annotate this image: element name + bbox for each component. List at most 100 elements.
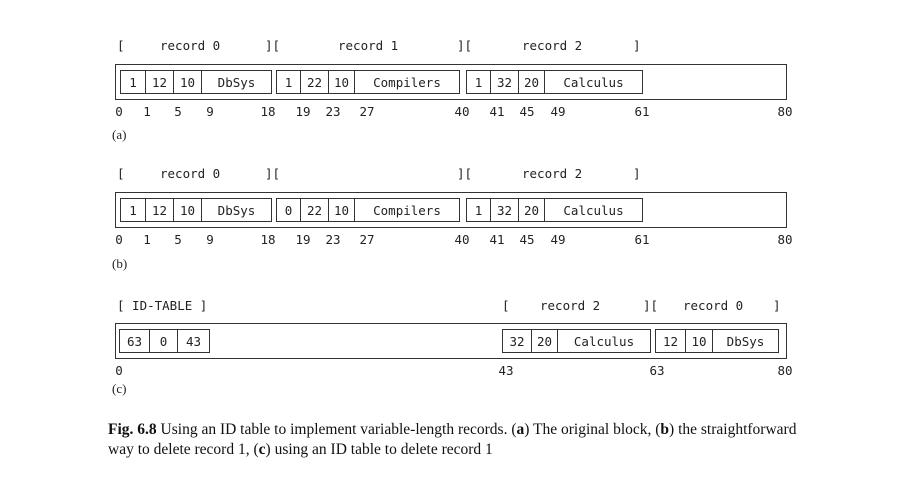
- empty-flag-field: 1: [277, 71, 301, 93]
- offset-tick: 49: [550, 232, 566, 247]
- record-2: 32 20 Calculus: [502, 329, 651, 353]
- record-2: 1 32 20 Calculus: [466, 70, 643, 94]
- record-0-title: record 0: [683, 298, 744, 313]
- record-0: 1 12 10 DbSys: [120, 70, 272, 94]
- id-table-title: [ ID-TABLE ]: [117, 298, 208, 313]
- id-table-entry: 43: [185, 333, 202, 349]
- id-field: 12: [146, 199, 174, 221]
- offset-tick: 18: [260, 104, 276, 119]
- record-0-close-bracket: ][: [265, 166, 281, 181]
- record-0-close-bracket: ][: [265, 38, 281, 53]
- record-1-close-bracket: ][: [457, 38, 473, 53]
- record-0-open-bracket: [: [117, 38, 125, 53]
- caption-text: ) the straightforward way to delete reco…: [108, 421, 797, 458]
- name-field: DbSys: [217, 202, 256, 218]
- name-field: Calculus: [563, 74, 624, 90]
- record-0-title: record 0: [160, 38, 221, 53]
- name-field: Compilers: [373, 202, 441, 218]
- id-field: 22: [301, 71, 329, 93]
- id-field: 32: [503, 330, 532, 352]
- offset-tick: 18: [260, 232, 276, 247]
- record-1-close-bracket: ][: [457, 166, 473, 181]
- length-field: 10: [174, 199, 202, 221]
- record-1: 0 22 10 Compilers: [276, 198, 460, 222]
- caption-part-a: a: [516, 421, 525, 438]
- name-field: DbSys: [726, 333, 765, 349]
- caption-text: Using an ID table to implement variable-…: [156, 421, 517, 438]
- id-field: 22: [301, 199, 329, 221]
- offset-tick: 40: [454, 232, 470, 247]
- offset-tick: 45: [519, 232, 535, 247]
- empty-flag-field: 0: [277, 199, 301, 221]
- caption-text: ) The original block, (: [524, 421, 661, 438]
- record-2-open-bracket: [: [502, 298, 510, 313]
- offset-tick: 40: [454, 104, 470, 119]
- id-table-entry: 0: [150, 330, 178, 352]
- offset-tick: 0: [115, 104, 123, 119]
- offset-tick: 27: [359, 104, 375, 119]
- offset-tick: 63: [649, 363, 665, 378]
- offset-tick: 80: [777, 104, 793, 119]
- block: 63 0 43 32 20 Calculus 12 10 DbSys: [115, 323, 787, 359]
- record-2-close-bracket: ]: [633, 166, 641, 181]
- offset-tick: 5: [174, 232, 182, 247]
- empty-flag-field: 1: [467, 199, 491, 221]
- offset-tick: 80: [777, 232, 793, 247]
- name-field: Calculus: [573, 333, 635, 349]
- id-field: 32: [491, 71, 519, 93]
- offset-tick: 5: [174, 104, 182, 119]
- record-2-title: record 2: [522, 166, 583, 181]
- offset-tick: 61: [634, 104, 650, 119]
- length-field: 20: [519, 199, 545, 221]
- offset-tick: 43: [498, 363, 514, 378]
- caption-text: ) using an ID table to delete record 1: [265, 441, 493, 458]
- length-field: 20: [532, 330, 558, 352]
- panel-label: (c): [112, 381, 127, 396]
- caption-part-b: b: [660, 421, 670, 438]
- id-table: 63 0 43: [119, 329, 210, 353]
- offset-tick: 19: [295, 232, 311, 247]
- record-1: 1 22 10 Compilers: [276, 70, 460, 94]
- offset-tick: 41: [489, 232, 505, 247]
- figure-number: Fig. 6.8: [108, 421, 157, 438]
- length-field: 10: [174, 71, 202, 93]
- record-0: 1 12 10 DbSys: [120, 198, 272, 222]
- empty-flag-field: 1: [121, 199, 146, 221]
- record-0-title: record 0: [160, 166, 221, 181]
- id-field: 12: [146, 71, 174, 93]
- offset-tick: 27: [359, 232, 375, 247]
- panel-label: (b): [112, 256, 128, 271]
- id-field: 32: [491, 199, 519, 221]
- length-field: 20: [519, 71, 545, 93]
- offset-tick: 49: [550, 104, 566, 119]
- offset-tick: 9: [206, 232, 214, 247]
- record-0: 12 10 DbSys: [655, 329, 779, 353]
- id-field: 12: [656, 330, 686, 352]
- figure-caption: Fig. 6.8 Using an ID table to implement …: [108, 420, 808, 460]
- record-2-close-bracket: ][: [643, 298, 659, 313]
- id-table-entry: 63: [120, 330, 150, 352]
- name-field: Calculus: [563, 202, 624, 218]
- offset-tick: 80: [777, 363, 793, 378]
- record-1-title: record 1: [338, 38, 399, 53]
- name-field: DbSys: [217, 74, 256, 90]
- offset-tick: 1: [143, 232, 151, 247]
- offset-tick: 9: [206, 104, 214, 119]
- offset-tick: 0: [115, 232, 123, 247]
- record-2: 1 32 20 Calculus: [466, 198, 643, 222]
- panel-label: (a): [112, 127, 127, 142]
- length-field: 10: [686, 330, 713, 352]
- empty-flag-field: 1: [467, 71, 491, 93]
- empty-flag-field: 1: [121, 71, 146, 93]
- offset-tick: 61: [634, 232, 650, 247]
- record-2-title: record 2: [540, 298, 601, 313]
- offset-tick: 19: [295, 104, 311, 119]
- offset-tick: 41: [489, 104, 505, 119]
- block: 1 12 10 DbSys 1 22 10 Compilers 1 32 20 …: [115, 64, 787, 100]
- record-0-close-bracket: ]: [773, 298, 781, 313]
- block: 1 12 10 DbSys 0 22 10 Compilers 1 32 20 …: [115, 192, 787, 228]
- record-2-close-bracket: ]: [633, 38, 641, 53]
- caption-part-c: c: [258, 441, 266, 458]
- name-field: Compilers: [373, 74, 441, 90]
- length-field: 10: [329, 199, 355, 221]
